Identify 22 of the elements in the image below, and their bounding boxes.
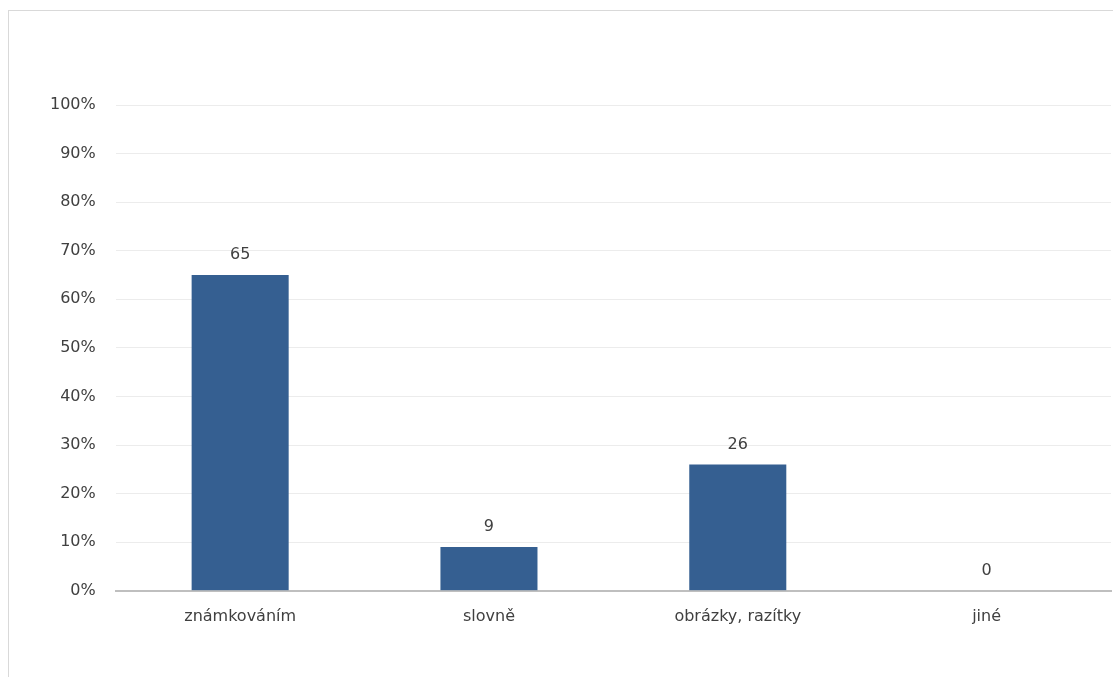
data-label: 26 (727, 433, 748, 453)
y-tick-label: 20% (60, 482, 96, 502)
y-tick-label: 90% (60, 142, 96, 162)
bar (191, 275, 289, 591)
data-label: 0 (981, 559, 992, 579)
x-tick-label: slovně (462, 605, 515, 625)
y-tick-label: 80% (60, 191, 96, 211)
y-tick-label: 0% (70, 579, 96, 599)
x-tick-label: obrázky, razítky (674, 605, 802, 625)
y-tick-label: 30% (60, 434, 96, 454)
x-tick-label: jiné (971, 605, 1002, 625)
y-tick-label: 10% (60, 531, 96, 551)
y-tick-label: 60% (60, 288, 96, 308)
x-tick-label: známkováním (184, 605, 297, 625)
bar (689, 464, 787, 591)
data-label: 65 (229, 244, 251, 264)
data-label: 9 (483, 516, 495, 536)
y-tick-label: 50% (60, 337, 96, 357)
y-tick-label: 100% (49, 94, 96, 114)
bar (440, 547, 538, 591)
y-tick-label: 40% (60, 385, 96, 405)
y-tick-label: 70% (60, 239, 96, 259)
